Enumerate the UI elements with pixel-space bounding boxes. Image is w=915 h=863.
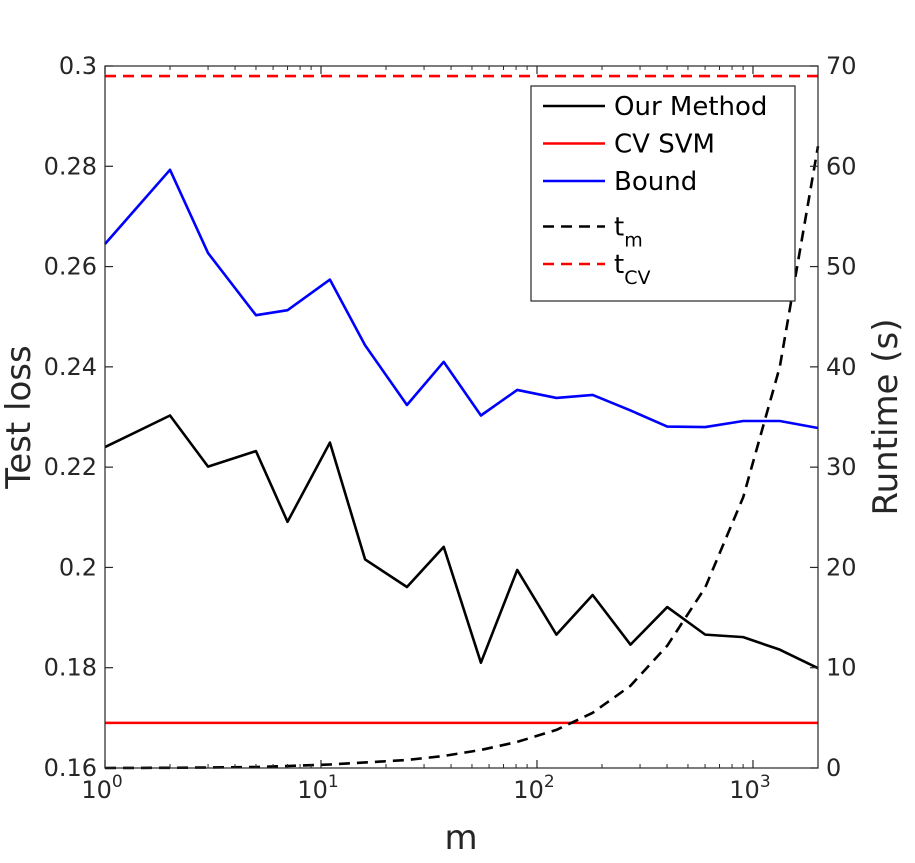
y-left-tick-label: 0.2 (59, 553, 97, 581)
x-tick-label: 101 (297, 772, 338, 804)
y-right-tick-label: 40 (826, 353, 857, 381)
series-line-our-method (104, 414, 819, 670)
y-right-tick-label: 30 (826, 453, 857, 481)
y-left-tick-label: 0.22 (44, 453, 97, 481)
y-right-tick-label: 70 (826, 52, 857, 80)
legend-label: Our Method (614, 92, 767, 122)
y-axis-label-left: Test loss (0, 345, 39, 489)
y-left-tick-label: 0.3 (59, 52, 97, 80)
x-tick-label: 102 (513, 772, 554, 804)
legend-label: Bound (614, 167, 697, 197)
x-tick-label: 100 (81, 772, 122, 804)
y-right-tick-label: 10 (826, 654, 857, 682)
x-axis-label: m (444, 818, 477, 858)
legend-box (530, 85, 796, 302)
y-left-tick-label: 0.24 (44, 353, 97, 381)
y-left-tick-label: 0.16 (44, 754, 97, 782)
y-right-tick-label: 60 (826, 152, 857, 180)
plot-frame (104, 65, 819, 769)
legend-label: CV SVM (614, 130, 715, 160)
y-right-tick-label: 20 (826, 553, 857, 581)
x-tick-label: 103 (729, 772, 770, 804)
y-axis-label-right: Runtime (s) (866, 318, 906, 515)
y-right-tick-label: 0 (826, 754, 841, 782)
series-line-bound (104, 168, 819, 430)
y-left-tick-label: 0.28 (44, 152, 97, 180)
y-left-tick-label: 0.26 (44, 253, 97, 281)
y-left-tick-label: 0.18 (44, 654, 97, 682)
y-right-tick-label: 50 (826, 253, 857, 281)
